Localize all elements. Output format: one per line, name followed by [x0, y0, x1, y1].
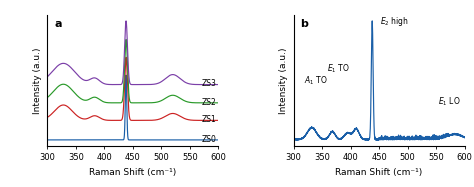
Text: b: b: [301, 19, 308, 29]
Text: $E_1$ TO: $E_1$ TO: [327, 63, 350, 75]
Text: $E_2$ high: $E_2$ high: [380, 16, 409, 28]
Text: ZS2: ZS2: [202, 98, 217, 107]
Text: ZS0: ZS0: [202, 135, 217, 144]
X-axis label: Raman Shift (cm⁻¹): Raman Shift (cm⁻¹): [89, 168, 176, 177]
Text: $A_1$ TO: $A_1$ TO: [304, 74, 328, 87]
Text: $E_1$ LO: $E_1$ LO: [438, 96, 461, 108]
Text: ZS3: ZS3: [202, 79, 217, 88]
X-axis label: Raman Shift (cm⁻¹): Raman Shift (cm⁻¹): [336, 168, 423, 177]
Y-axis label: Intensity (a.u.): Intensity (a.u.): [279, 47, 288, 114]
Y-axis label: Intensity (a.u.): Intensity (a.u.): [33, 47, 42, 114]
Text: a: a: [54, 19, 62, 29]
Text: ZS1: ZS1: [202, 115, 217, 124]
